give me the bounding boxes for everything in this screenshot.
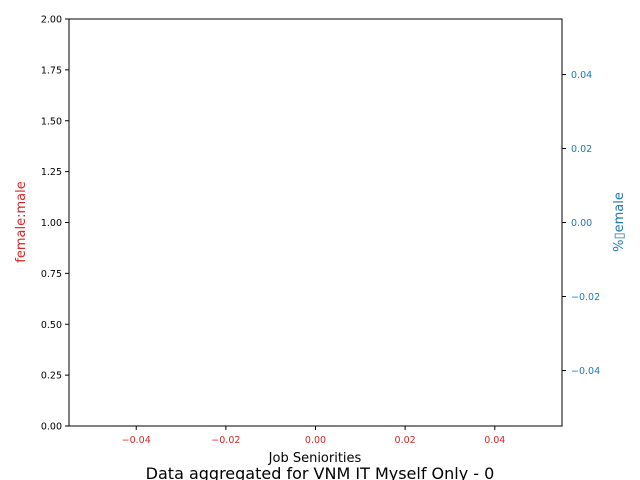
right-y-tick-label: 0.04 [571, 70, 592, 81]
left-y-axis: 0.00 0.25 0.50 0.75 1.00 1.25 1.50 1.75 2.00 [41, 15, 69, 433]
right-y-tick-label: 0.00 [571, 218, 592, 229]
chart-title: Data aggregated for VNM IT Myself Only -… [146, 464, 495, 480]
right-y-axis-label: %▯emale [612, 192, 627, 252]
x-axis: −0.04 −0.02 0.00 0.02 0.04 [122, 426, 505, 446]
x-axis-label: Job Seniorities [268, 451, 362, 466]
left-y-tick-label: 1.00 [41, 218, 62, 229]
left-y-tick-label: 0.25 [41, 371, 62, 382]
x-tick-label: 0.02 [395, 435, 416, 446]
x-tick-label: 0.04 [484, 435, 505, 446]
left-y-tick-label: 2.00 [41, 15, 62, 26]
left-y-tick-label: 1.50 [41, 116, 62, 127]
left-y-tick-label: 1.75 [41, 65, 62, 76]
left-y-tick-label: 1.25 [41, 167, 62, 178]
right-y-tick-label: 0.02 [571, 144, 592, 155]
x-tick-label: −0.04 [122, 435, 151, 446]
right-y-axis: −0.04 −0.02 0.00 0.02 0.04 [562, 70, 600, 377]
x-tick-label: −0.02 [211, 435, 240, 446]
right-y-tick-label: −0.04 [571, 366, 600, 377]
plot-area-frame [68, 18, 563, 427]
left-y-tick-label: 0.00 [41, 422, 62, 433]
left-y-axis-label: female:male [14, 181, 29, 262]
right-y-tick-label: −0.02 [571, 292, 600, 303]
x-tick-label: 0.00 [305, 435, 326, 446]
left-y-tick-label: 0.75 [41, 269, 62, 280]
left-y-tick-label: 0.50 [41, 320, 62, 331]
